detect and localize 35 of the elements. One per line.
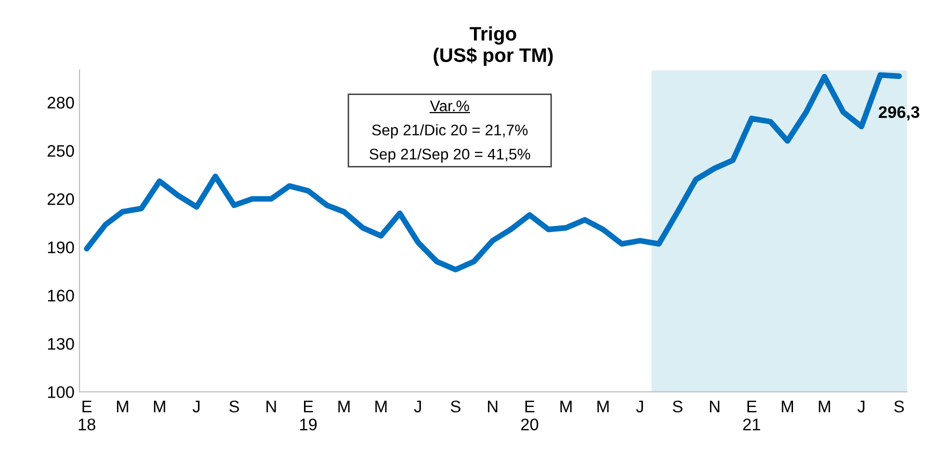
chart-title: Trigo (US$ por TM)	[434, 26, 553, 66]
x-tick-label: S	[229, 400, 239, 412]
x-tick-label: E 18	[78, 400, 96, 430]
x-tick-label: J	[192, 400, 200, 412]
y-tick-label: 190	[48, 242, 74, 254]
x-tick-label: E 19	[300, 400, 317, 430]
x-tick-label: M	[375, 400, 387, 412]
y-tick-label: 100	[48, 386, 74, 398]
x-tick-label: E 21	[743, 400, 760, 430]
x-tick-label: J	[414, 400, 421, 412]
data-label: 296,3	[878, 106, 920, 120]
x-tick-label: M	[782, 400, 794, 412]
y-tick-label: 250	[48, 145, 74, 157]
x-tick-label: S	[450, 400, 460, 412]
x-tick-label: M	[818, 400, 830, 412]
x-tick-label: J	[858, 400, 864, 412]
y-tick-label: 220	[48, 193, 74, 206]
annotation: Sep 21/Dic 20 = 21,7%	[372, 124, 528, 138]
x-tick-label: N	[488, 400, 498, 412]
annotation: Sep 21/Sep 20 = 41,5%	[370, 148, 530, 163]
y-tick-label: 160	[48, 290, 74, 302]
x-tick-label: M	[597, 400, 609, 412]
x-tick-label: S	[672, 400, 682, 412]
x-tick-label: N	[710, 400, 720, 412]
x-tick-label: S	[894, 400, 904, 412]
x-tick-label: J	[636, 400, 643, 412]
y-tick-label: 130	[48, 338, 74, 350]
x-tick-label: N	[266, 400, 276, 412]
annotation: Var.%	[430, 100, 470, 112]
x-tick-label: M	[338, 400, 350, 412]
x-tick-label: E 20	[521, 400, 538, 430]
x-tick-label: M	[154, 400, 166, 412]
x-tick-label: M	[560, 400, 572, 412]
x-tick-label: M	[116, 400, 128, 412]
y-tick-label: 280	[48, 96, 74, 109]
